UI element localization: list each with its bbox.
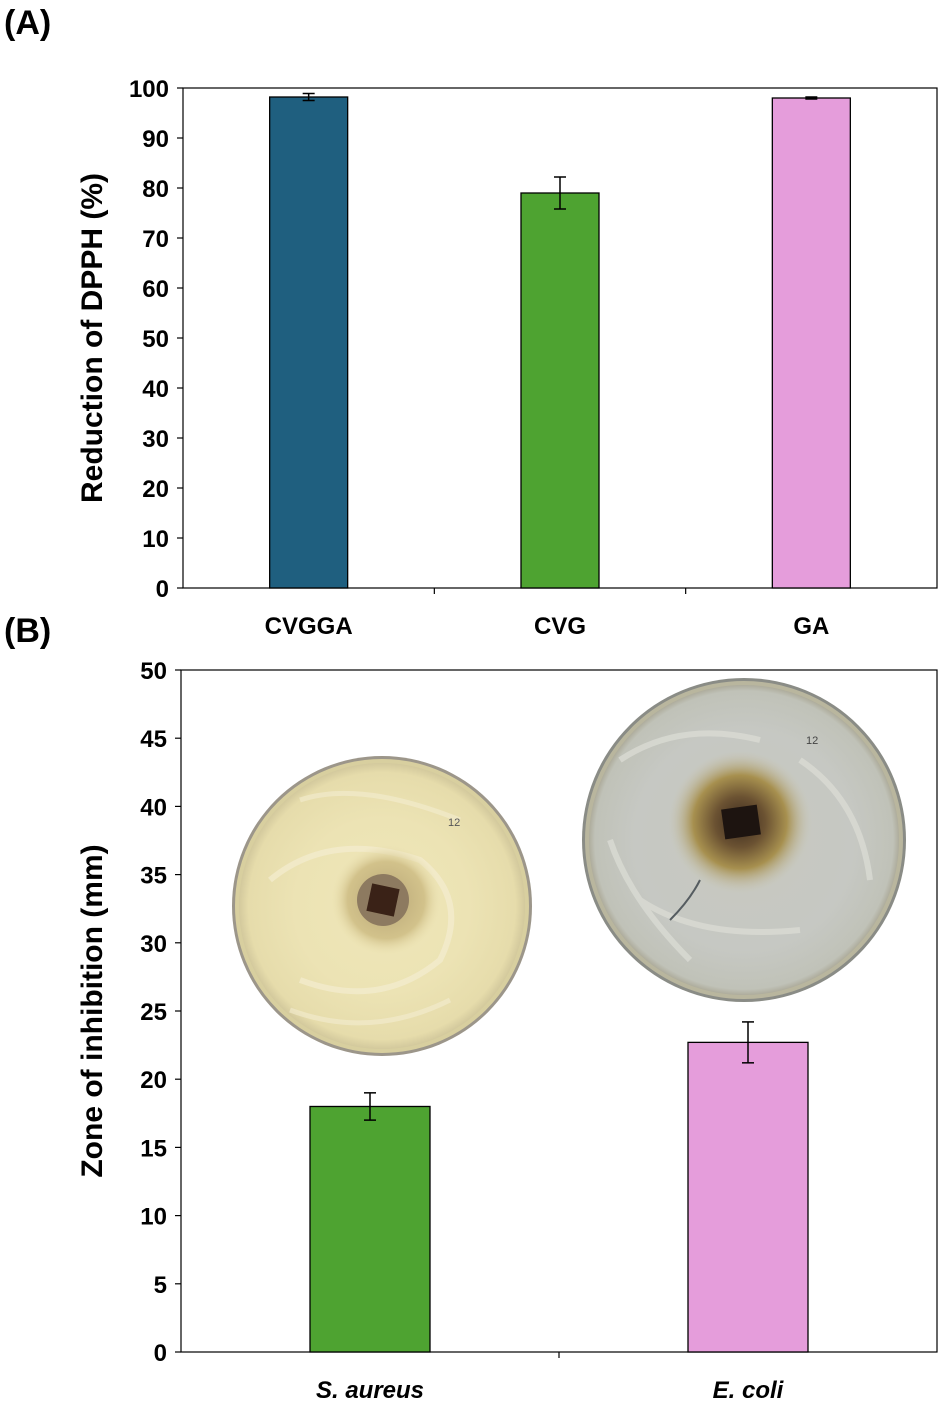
y-tick-label-b: 50 (140, 658, 167, 685)
y-tick-label-a: 30 (142, 426, 169, 453)
y-tick-label-a: 80 (142, 176, 169, 203)
y-tick-label-a: 100 (129, 76, 169, 103)
bar-a-cvg (520, 192, 600, 589)
s-aureus-dish-marker: 12 (448, 817, 460, 829)
y-tick-label-b: 5 (154, 1272, 167, 1299)
bar-a-cvgga (269, 96, 349, 589)
panel-label-a: (A) (4, 4, 51, 42)
y-tick-label-b: 10 (140, 1204, 167, 1231)
error-bar-a (302, 92, 315, 102)
chart-b: Zone of inhibition (mm) 12 12 0 5 10 15 20 25… (76, 658, 938, 1404)
y-tick-label-b: 35 (140, 863, 167, 890)
y-tick-label-b: 25 (140, 999, 167, 1026)
y-tick-label-b: 45 (140, 726, 167, 753)
error-bar-b (364, 1092, 376, 1121)
y-tick-label-a: 10 (142, 526, 169, 553)
x-category-label-a: CVG (534, 613, 586, 640)
x-category-label-a: GA (793, 613, 829, 640)
x-category-label-b: S. aureus (316, 1377, 424, 1403)
error-bar-b (742, 1021, 754, 1064)
y-tick-label-b: 15 (140, 1135, 167, 1162)
e-coli-dish-marker: 12 (806, 735, 818, 747)
y-tick-label-a: 0 (156, 576, 169, 603)
error-bar-a (554, 176, 566, 210)
y-tick-label-a: 20 (142, 476, 169, 503)
bar-b-s-aureus (309, 1105, 431, 1353)
y-tick-label-b: 40 (140, 794, 167, 821)
y-tick-label-b: 30 (140, 931, 167, 958)
e-coli-petri-dish-photo: 12 (582, 678, 906, 1002)
y-tick-label-a: 50 (142, 326, 169, 353)
chart-a: Reduction of DPPH (%) 0 10 20 30 40 50 60 70 80 9… (76, 76, 938, 640)
y-tick-label-a: 60 (142, 276, 169, 303)
x-category-label-a: CVGGA (265, 613, 353, 640)
y-tick-label-a: 90 (142, 126, 169, 153)
error-bar-a (805, 96, 818, 100)
y-axis-label-a: Reduction of DPPH (%) (76, 173, 109, 503)
bar-a-ga (771, 97, 851, 589)
panel-label-b: (B) (4, 612, 51, 650)
y-tick-label-b: 0 (154, 1340, 167, 1367)
s-aureus-petri-dish-photo: 12 (232, 756, 532, 1056)
x-category-label-b: E. coli (713, 1377, 785, 1403)
bar-b-e-coli (687, 1041, 809, 1353)
y-tick-label-a: 40 (142, 376, 169, 403)
y-axis-label-b: Zone of inhibition (mm) (76, 844, 109, 1177)
y-tick-label-b: 20 (140, 1067, 167, 1094)
y-tick-label-a: 70 (142, 226, 169, 253)
